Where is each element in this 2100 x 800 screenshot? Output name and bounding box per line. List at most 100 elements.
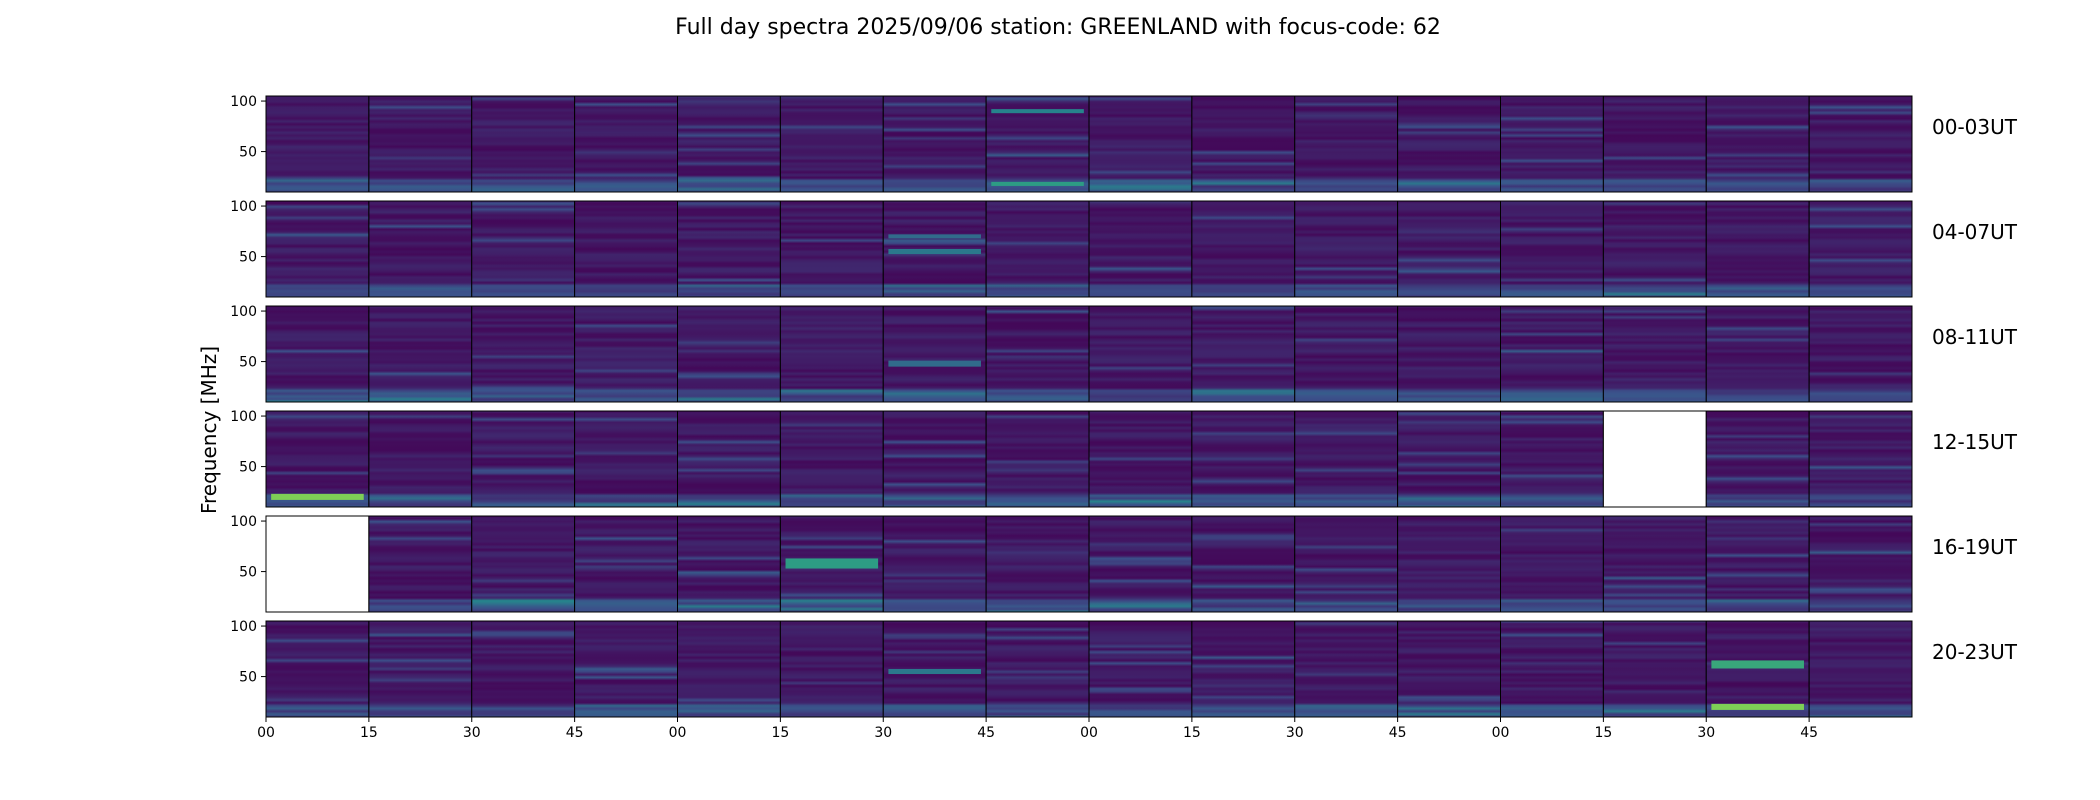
spectra-panel bbox=[985, 200, 1090, 298]
spectrum-background bbox=[780, 411, 884, 507]
spectra-panel bbox=[882, 305, 987, 403]
spectra-row: 50 100 04-07UT bbox=[230, 199, 2018, 298]
spectra-row: 50 100 16-19UT bbox=[230, 514, 2018, 613]
chart-title: Full day spectra 2025/09/06 station: GRE… bbox=[675, 15, 1441, 40]
spectra-panel bbox=[1088, 410, 1193, 508]
panel-frame bbox=[1808, 305, 1913, 403]
spectra-panel bbox=[882, 95, 987, 193]
spectra-panel bbox=[574, 95, 678, 193]
spectrum-background bbox=[1191, 96, 1295, 192]
spectrum-background bbox=[1706, 96, 1810, 192]
spectra-panel bbox=[1191, 515, 1296, 613]
x-tick-label: 45 bbox=[566, 725, 584, 741]
emission-band bbox=[1711, 703, 1804, 710]
spectra-panel bbox=[1397, 515, 1501, 613]
spectra-panel bbox=[574, 305, 678, 403]
spectrum-background bbox=[266, 201, 369, 297]
spectrum-background bbox=[1809, 516, 1912, 612]
spectra-panel bbox=[368, 305, 473, 403]
spectra-panel bbox=[368, 410, 473, 508]
spectrum-background bbox=[1809, 306, 1912, 402]
spectrum-background bbox=[1500, 411, 1604, 507]
spectra-panel bbox=[1808, 515, 1913, 613]
x-tick-label: 30 bbox=[463, 725, 481, 741]
spectra-panel-missing bbox=[265, 515, 370, 613]
row-time-label: 12-15UT bbox=[1932, 430, 2018, 454]
y-axis-label: Frequency [MHz] bbox=[197, 346, 221, 514]
spectra-panel bbox=[1808, 305, 1913, 403]
spectrum-background bbox=[677, 621, 781, 717]
spectra-panel bbox=[779, 620, 884, 718]
x-tick-label: 15 bbox=[771, 725, 789, 741]
y-tick-label: 50 bbox=[239, 145, 257, 161]
spectrum-background bbox=[471, 306, 575, 402]
spectra-panel bbox=[265, 410, 370, 508]
spectra-panel bbox=[1294, 410, 1399, 508]
spectrum-background bbox=[1089, 516, 1192, 612]
x-tick-label: 00 bbox=[669, 725, 687, 741]
spectrum-background bbox=[368, 411, 472, 507]
y-tick-label: 50 bbox=[239, 250, 257, 266]
panel-frame bbox=[1808, 200, 1913, 298]
x-tick-label: 45 bbox=[1389, 725, 1407, 741]
spectra-panel bbox=[1705, 95, 1810, 193]
panel-frame bbox=[1808, 95, 1913, 193]
spectra-panel bbox=[1705, 410, 1810, 508]
spectra-panel bbox=[1397, 305, 1501, 403]
row-time-label: 16-19UT bbox=[1932, 535, 2018, 559]
spectra-panel bbox=[1500, 95, 1604, 193]
spectrum-background bbox=[471, 516, 575, 612]
spectra-panel bbox=[471, 95, 576, 193]
spectrum-background bbox=[677, 516, 781, 612]
panel-frame bbox=[1808, 515, 1913, 613]
y-tick-label: 50 bbox=[239, 670, 257, 686]
spectrum-background bbox=[1191, 306, 1295, 402]
spectrum-background bbox=[266, 411, 369, 507]
spectra-panel bbox=[265, 200, 370, 298]
spectra-row: 50 100 00-03UT bbox=[230, 94, 2018, 193]
spectrum-background bbox=[986, 306, 1089, 402]
emission-band bbox=[991, 181, 1084, 186]
spectra-panel bbox=[1602, 305, 1707, 403]
spectra-panel bbox=[1397, 410, 1501, 508]
spectrum-background bbox=[1809, 96, 1912, 192]
y-tick-label: 100 bbox=[230, 199, 257, 215]
spectra-panel-missing bbox=[1602, 410, 1707, 508]
spectrum-background bbox=[574, 96, 678, 192]
x-tick-label: 00 bbox=[1492, 725, 1510, 741]
spectrum-background bbox=[1809, 621, 1912, 717]
spectra-panel bbox=[1088, 95, 1193, 193]
spectra-panel bbox=[471, 410, 576, 508]
spectra-panel bbox=[1808, 95, 1913, 193]
x-tick-label: 00 bbox=[1080, 725, 1098, 741]
y-tick-label: 100 bbox=[230, 304, 257, 320]
spectrum-background bbox=[574, 516, 678, 612]
spectra-panel bbox=[1705, 200, 1810, 298]
spectra-panel bbox=[265, 620, 370, 718]
x-tick-label: 45 bbox=[1800, 725, 1818, 741]
spectrum-background bbox=[883, 306, 987, 402]
spectrum-background bbox=[1603, 516, 1707, 612]
spectrum-background bbox=[1706, 516, 1810, 612]
spectra-panel bbox=[1602, 515, 1707, 613]
spectra-panel bbox=[368, 515, 473, 613]
spectrum-background bbox=[780, 621, 884, 717]
spectrum-background bbox=[1089, 411, 1192, 507]
spectrum-background bbox=[1294, 621, 1398, 717]
spectra-panel bbox=[985, 305, 1090, 403]
y-tick-label: 50 bbox=[239, 355, 257, 371]
spectrum-background bbox=[677, 411, 781, 507]
spectrum-background bbox=[1089, 96, 1192, 192]
spectrum-background bbox=[986, 411, 1089, 507]
spectra-panel bbox=[1397, 200, 1501, 298]
spectra-panel bbox=[985, 620, 1090, 718]
emission-band bbox=[888, 669, 981, 675]
spectrum-background bbox=[1603, 96, 1707, 192]
spectra-panel bbox=[1294, 620, 1399, 718]
spectrum-background bbox=[1603, 621, 1707, 717]
panel-frame bbox=[1808, 410, 1913, 508]
spectra-panel bbox=[1602, 620, 1707, 718]
spectra-panel bbox=[677, 200, 781, 298]
x-tick-label: 30 bbox=[874, 725, 892, 741]
